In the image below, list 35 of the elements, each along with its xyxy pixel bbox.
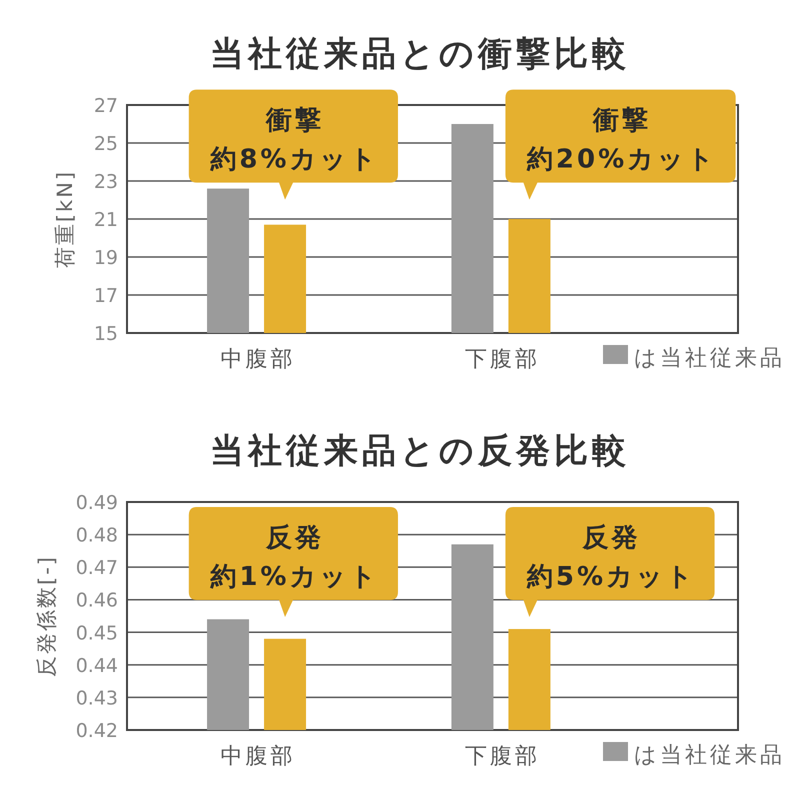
callout: 衝撃約20%カット — [505, 90, 736, 200]
y-tick-label: 19 — [94, 247, 118, 269]
legend-label: は当社従来品 — [634, 743, 785, 768]
x-tick-label: 下腹部 — [464, 744, 540, 769]
x-tick-label: 中腹部 — [220, 347, 296, 372]
y-tick-label: 0.46 — [76, 590, 118, 612]
y-tick-label: 0.42 — [76, 720, 118, 742]
x-tick-label: 中腹部 — [220, 744, 296, 769]
callout: 衝撃約8%カット — [188, 90, 398, 200]
y-tick-label: 0.49 — [76, 492, 118, 514]
y-axis-title: 荷重[kN] — [52, 170, 77, 268]
annotation: 反発約5%カット — [526, 523, 696, 592]
y-axis-title: 反発係数[-] — [34, 555, 59, 677]
annotation: 衝撃約20%カット — [526, 106, 718, 175]
legend-label: は当社従来品 — [634, 346, 785, 371]
y-tick-label: 0.47 — [76, 557, 118, 580]
annotation: 反発約1%カット — [209, 523, 380, 592]
chart-title: 当社従来品との衝撃比較 — [210, 34, 630, 74]
y-tick-label: 25 — [94, 133, 118, 155]
annotation: 衝撃約8%カット — [209, 106, 380, 175]
y-tick-label: 27 — [94, 95, 118, 117]
legend: は当社従来品 — [603, 345, 785, 371]
legend: は当社従来品 — [603, 742, 785, 768]
callout: 反発約5%カット — [505, 507, 715, 618]
y-tick-label: 0.45 — [76, 622, 118, 644]
callout: 反発約1%カット — [188, 507, 398, 618]
y-tick-label: 0.48 — [76, 524, 118, 547]
y-tick-label: 15 — [94, 323, 118, 345]
chart-title: 当社従来品との反発比較 — [210, 431, 630, 471]
y-tick-label: 0.44 — [76, 654, 118, 677]
y-tick-label: 17 — [94, 285, 118, 307]
y-tick-label: 23 — [94, 171, 118, 193]
y-tick-label: 21 — [94, 209, 118, 231]
y-tick-label: 0.43 — [76, 687, 118, 710]
x-tick-label: 下腹部 — [464, 347, 540, 372]
